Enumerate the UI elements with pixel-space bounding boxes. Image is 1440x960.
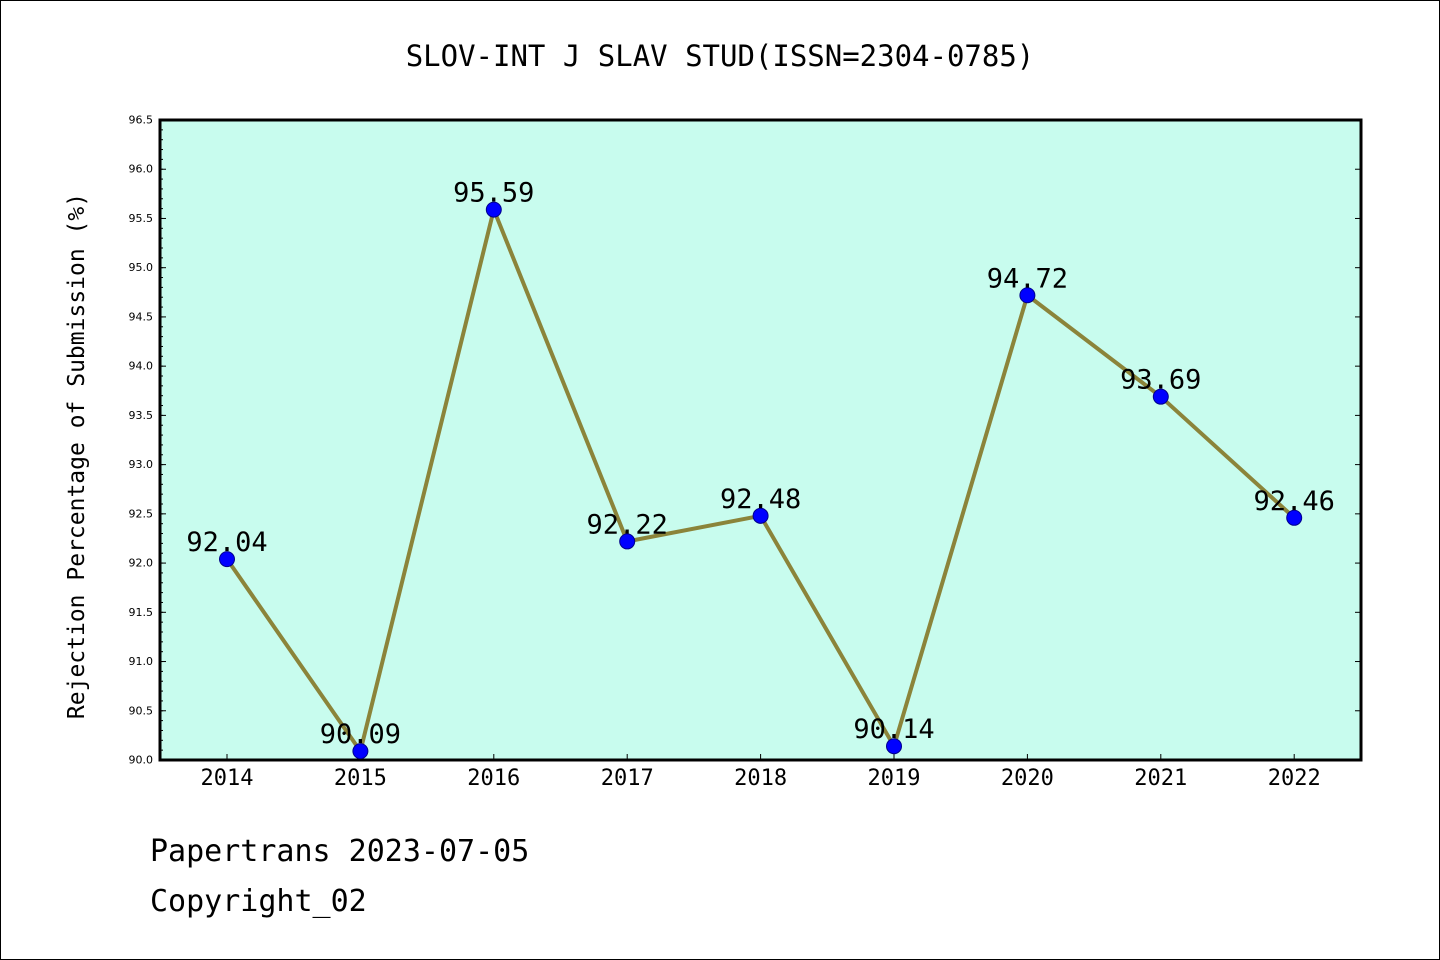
data-label-2020: 94.72 [987, 263, 1068, 294]
y-tick-label: 94.0 [129, 360, 154, 373]
data-label-2022: 92.46 [1254, 486, 1335, 517]
data-point-2016 [485, 201, 502, 218]
footer-line-2: Copyright_02 [150, 884, 367, 919]
y-tick-label: 93.5 [129, 409, 154, 422]
data-point-2017 [619, 533, 636, 550]
y-tick-label: 91.5 [129, 606, 154, 619]
x-axis: 2014 2015 2016 2017 2018 2019 2020 2021 2022 [201, 754, 1321, 791]
y-tick-label: 92.0 [129, 557, 154, 570]
y-tick-label: 94.5 [129, 310, 154, 323]
y-tick-label: 95.0 [129, 261, 154, 274]
data-point-2019 [886, 738, 902, 755]
y-tick-label: 92.5 [129, 507, 154, 520]
data-label-2018: 92.48 [720, 484, 801, 515]
data-label-2016: 95.59 [453, 178, 534, 209]
data-point-2014 [219, 551, 235, 568]
x-tick-label: 2020 [1001, 766, 1054, 791]
data-point-2020 [1019, 287, 1036, 304]
x-tick-label: 2018 [734, 766, 787, 791]
data-markers [219, 201, 1303, 760]
y-tick-label: 90.5 [129, 704, 154, 717]
plot-area [158, 118, 1363, 762]
data-point-2015 [352, 743, 369, 760]
y-tick-label: 93.0 [129, 458, 154, 471]
y-tick-label: 96.0 [129, 163, 154, 176]
data-point-2018 [752, 507, 769, 524]
y-axis-label: Rejection Percentage of Submission (%) [64, 193, 90, 719]
x-tick-label: 2019 [868, 766, 921, 791]
x-tick-label: 2021 [1134, 766, 1187, 791]
data-point-2022 [1286, 509, 1303, 526]
x-tick-label: 2022 [1268, 766, 1321, 791]
footer-line-1: Papertrans 2023-07-05 [150, 834, 530, 869]
y-tick-label: 91.0 [129, 655, 154, 668]
data-label-2021: 93.69 [1120, 365, 1201, 396]
x-tick-label: 2014 [201, 766, 254, 791]
x-tick-label: 2015 [334, 766, 387, 791]
chart-title: SLOV-INT J SLAV STUD(ISSN=2304-0785) [406, 39, 1035, 73]
x-tick-label: 2017 [601, 766, 654, 791]
data-point-2021 [1152, 388, 1169, 405]
data-label-2015: 90.09 [320, 719, 401, 750]
data-label-2019: 90.14 [853, 714, 934, 745]
y-tick-label: 96.5 [129, 114, 154, 127]
data-labels: 92.04 90.09 95.59 92.22 92.48 90.14 94.72 93.69… [186, 178, 1334, 751]
y-axis: 90.0 90.5 91.0 91.5 92.0 92.5 93.0 93.5 94.0 94.5… [129, 114, 1361, 767]
y-tick-label: 95.5 [129, 212, 154, 225]
x-tick-label: 2016 [467, 766, 520, 791]
data-label-2017: 92.22 [587, 509, 668, 540]
y-tick-label: 90.0 [129, 754, 154, 767]
data-label-2014: 92.04 [186, 527, 267, 558]
